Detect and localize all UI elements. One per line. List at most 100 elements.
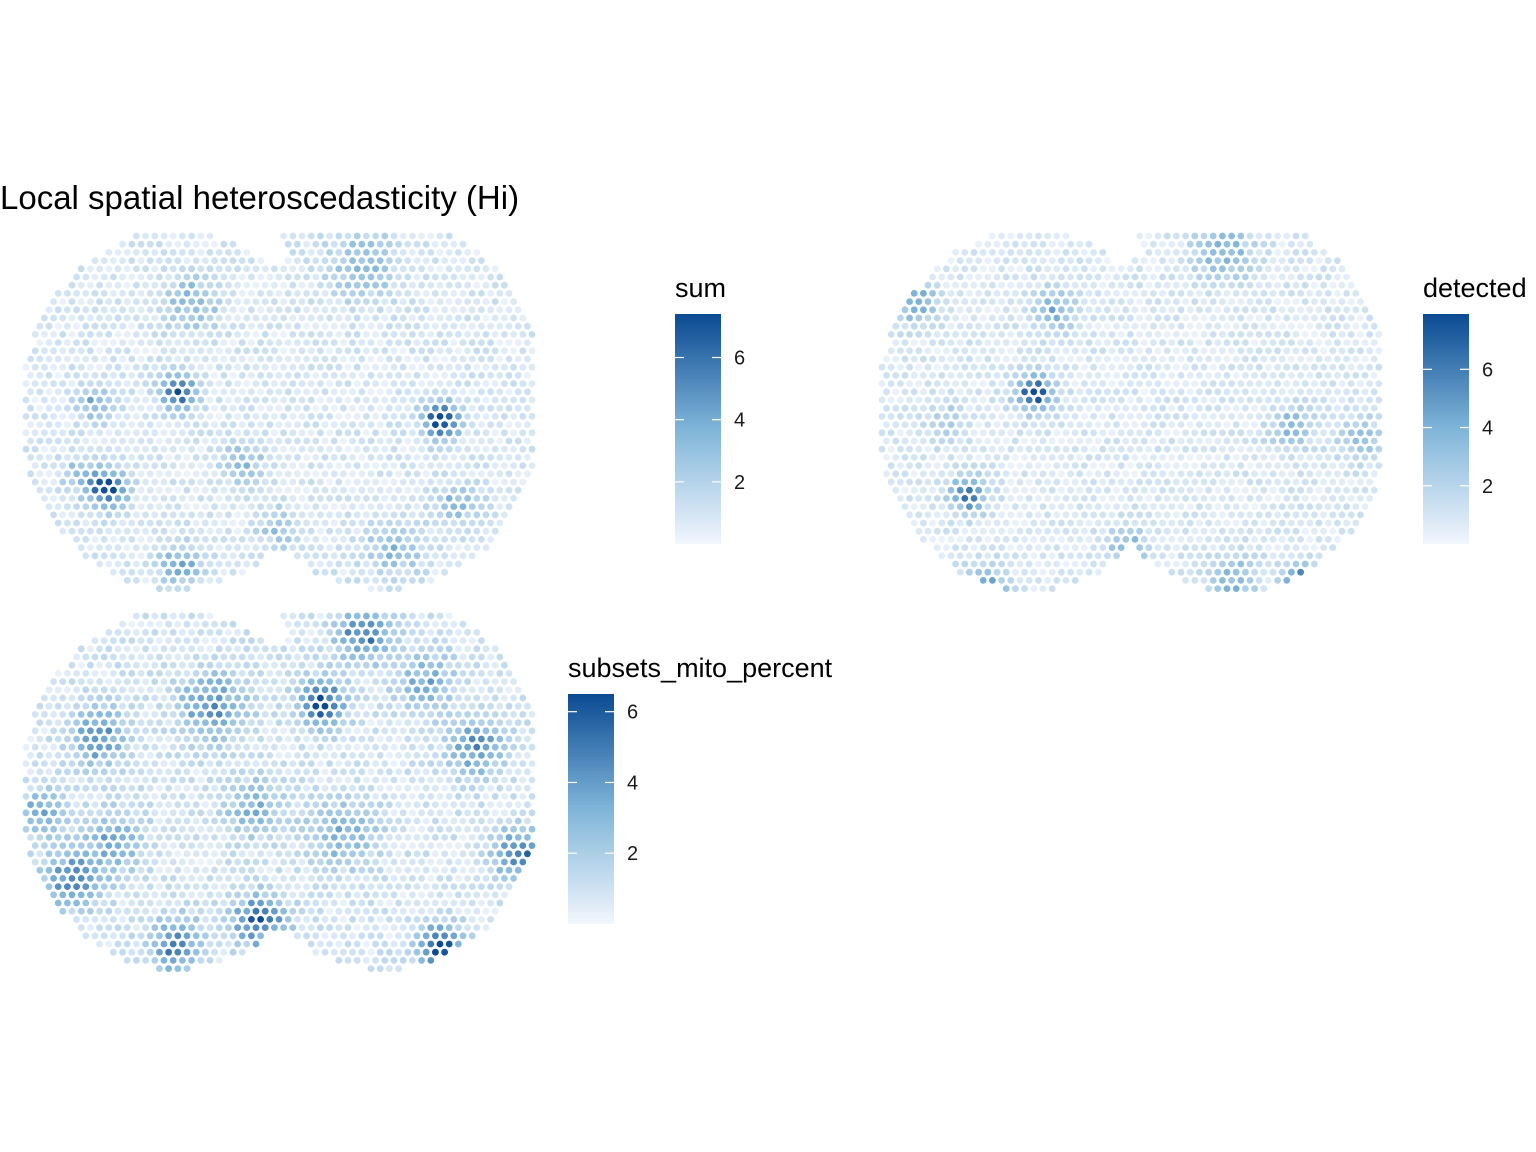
spot [1186,290,1194,297]
spot [1255,363,1263,371]
spot [1214,486,1222,494]
spot [1297,322,1304,330]
spot [353,281,361,289]
spot [519,711,527,718]
spot [1196,503,1203,510]
spot [1113,322,1120,330]
spot [271,380,278,387]
spot [1297,388,1304,396]
spot [1246,265,1254,273]
spot [353,612,361,620]
spot [358,486,366,494]
spot [404,670,412,677]
spot [197,661,205,669]
spot [1154,265,1162,273]
spot [165,355,173,363]
spot [441,552,448,560]
spot [1232,404,1240,412]
spot [1150,486,1157,494]
spot [975,339,982,346]
spot [422,470,430,478]
spot [1104,421,1111,428]
spot [353,560,361,568]
spot [998,478,1005,486]
spot [358,670,366,677]
spot [1081,527,1088,535]
spot [1122,388,1130,396]
spot [142,462,149,469]
spot [372,560,379,568]
spot [441,486,448,494]
spot [1117,281,1125,289]
spot [1343,388,1350,396]
spot [160,495,168,502]
spot [330,454,338,461]
spot [202,620,209,628]
spot [1260,552,1268,560]
spot [399,331,407,338]
spot [445,678,453,685]
spot [404,421,412,428]
spot [340,486,347,494]
spot [376,421,384,428]
spot [82,486,90,494]
spot [192,503,200,510]
spot [1140,437,1148,445]
spot [445,314,453,322]
spot [920,290,927,297]
spot [1196,388,1203,396]
spot [1145,363,1153,371]
spot [436,363,444,371]
spot [514,686,522,694]
spot [989,331,996,338]
spot [303,257,310,264]
spot [229,719,237,726]
spot [248,421,255,428]
spot [436,462,444,469]
spot [947,372,955,379]
spot [418,495,425,502]
spot [998,429,1005,437]
spot [1025,413,1033,420]
spot [317,265,324,273]
spot [1288,486,1295,494]
spot [464,380,471,387]
spot [266,339,274,346]
spot [390,727,398,735]
spot [993,388,1001,396]
spot [1246,314,1254,322]
spot [1288,388,1295,396]
spot [422,503,430,510]
spot [979,249,987,256]
spot [1361,355,1369,363]
spot [473,445,481,453]
spot [933,478,941,486]
spot [1104,257,1111,264]
spot [1278,290,1286,297]
spot [114,678,122,685]
spot [41,462,48,469]
spot [1283,511,1291,519]
spot [952,249,959,256]
spot [1343,372,1350,379]
spot [979,314,987,322]
spot [1209,462,1217,469]
spot [1085,388,1093,396]
spot [1154,281,1162,289]
spot [252,429,260,437]
spot [335,560,343,568]
spot [229,653,237,661]
spot [321,290,329,297]
spot [68,347,76,355]
spot [1067,404,1074,412]
spot [473,462,481,469]
spot [1329,527,1337,535]
spot [966,355,973,363]
spot [307,511,315,519]
legend-title-detected: detected [1423,273,1527,303]
spot [933,396,941,404]
spot [1214,437,1222,445]
spot [952,511,959,519]
spot [87,527,94,535]
spot [312,273,320,281]
